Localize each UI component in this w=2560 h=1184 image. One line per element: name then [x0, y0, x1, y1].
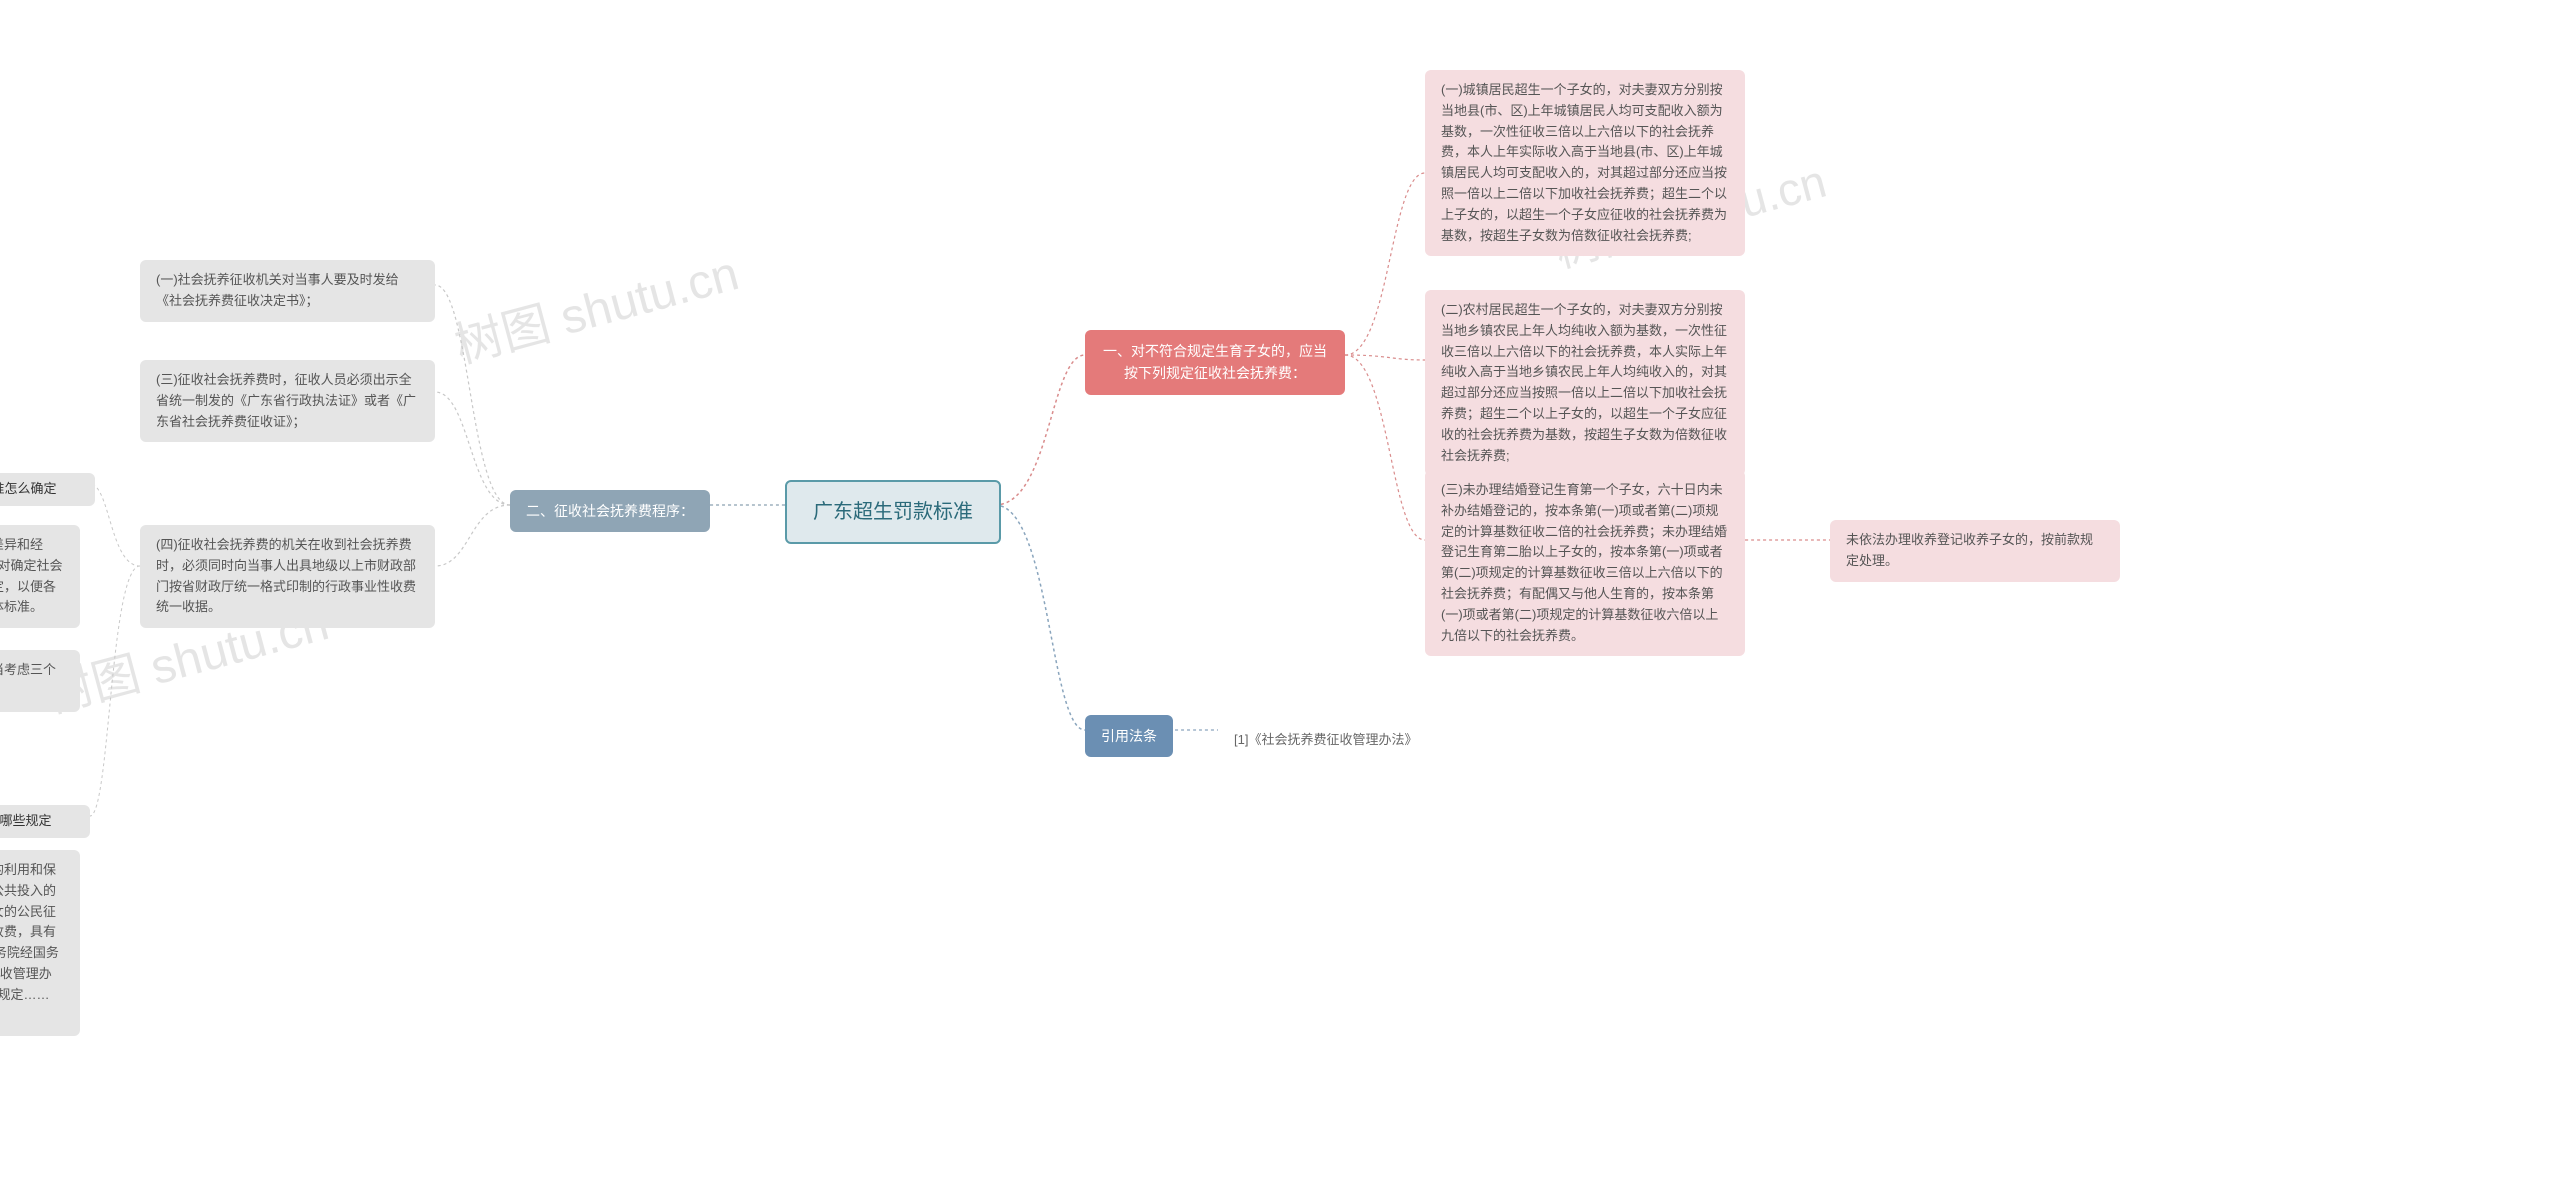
section-1-item-3-sub: 未依法办理收养登记收养子女的，按前款规定处理。 — [1830, 520, 2120, 582]
center-title: 广东超生罚款标准 — [785, 480, 1001, 544]
sub-a2: 社会抚养费，是指为调节自然资源的利用和保护环境，适当补偿政府的社会事业公共投入的… — [0, 850, 80, 1036]
section-1-item-3: (三)未办理结婚登记生育第一个子女，六十日内未补办结婚登记的，按本条第(一)项或… — [1425, 470, 1745, 656]
sub-q1: 社会抚养费标准怎么确定 — [0, 481, 56, 496]
sub-a1a: 考虑到全国各地资源、环境条件的差异和经济、社会发展的不平衡，《办法》仅对确定社会… — [0, 525, 80, 628]
section-citation-ref: [1]《社会抚养费征收管理办法》 — [1218, 720, 1433, 761]
section-2-item-1: (一)社会抚养征收机关对当事人要及时发给《社会抚养费征收决定书》； — [140, 260, 435, 322]
section-1-title: 一、对不符合规定生育子女的，应当按下列规定征收社会抚养费： — [1085, 330, 1345, 395]
section-2-title: 二、征收社会抚养费程序： — [510, 490, 710, 532]
sub-a1b: 各地确定社会抚养费的征收标准应当考虑三个方面的因素……【详细】 — [0, 650, 80, 712]
section-1-item-1: (一)城镇居民超生一个子女的，对夫妻双方分别按当地县(市、区)上年城镇居民人均可… — [1425, 70, 1745, 256]
section-1-item-2: (二)农村居民超生一个子女的，对夫妻双方分别按当地乡镇农民上年人均纯收入额为基数… — [1425, 290, 1745, 476]
section-citation-title: 引用法条 — [1085, 715, 1173, 757]
watermark: 树图 shutu.cn — [446, 234, 745, 377]
sub-q2: 关于社会抚养费征缴标准有哪些规定 — [0, 813, 51, 828]
section-2-item-2: (三)征收社会抚养费时，征收人员必须出示全省统一制发的《广东省行政执法证》或者《… — [140, 360, 435, 442]
section-2-item-3: (四)征收社会抚养费的机关在收到社会抚养费时，必须同时向当事人出具地级以上市财政… — [140, 525, 435, 628]
